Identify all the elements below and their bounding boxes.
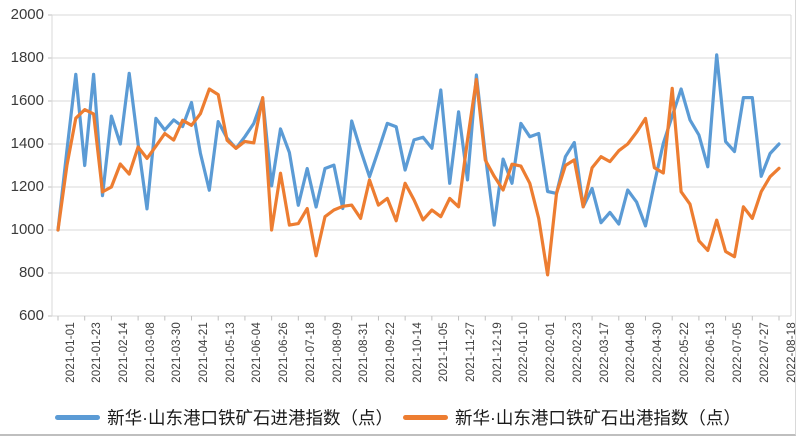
x-axis-tick-label: 2021-09-22	[384, 322, 397, 383]
series-line-outbound[interactable]	[56, 77, 781, 277]
x-axis-tick-label: 2022-01-10	[518, 322, 531, 383]
x-axis-tick-label: 2021-03-30	[171, 322, 184, 383]
x-axis-tick-label: 2021-08-31	[358, 322, 371, 383]
series-line-inbound[interactable]	[56, 53, 781, 232]
y-axis-tick-label: 1000	[10, 221, 44, 238]
x-axis-tick-label: 2022-02-23	[571, 322, 584, 383]
x-axis-tick-label: 2021-01-01	[64, 322, 77, 383]
legend-item-inbound[interactable]: 新华·山东港口铁矿石进港指数（点）	[55, 405, 393, 430]
y-axis-tick-label: 2000	[10, 6, 44, 23]
legend-label-inbound: 新华·山东港口铁矿石进港指数（点）	[107, 408, 393, 428]
x-axis-tick-label: 2022-03-17	[598, 322, 611, 383]
x-axis-tick-label: 2021-11-27	[465, 322, 478, 382]
legend-item-outbound[interactable]: 新华·山东港口铁矿石出港指数（点）	[403, 405, 741, 430]
x-axis-tick-label: 2022-08-18	[785, 322, 796, 383]
x-axis-tick-label: 2022-02-01	[545, 322, 558, 383]
x-axis-tick-label: 2021-11-05	[438, 322, 451, 382]
outbound-series-swatch	[403, 415, 448, 420]
x-axis-tick-label: 2021-03-08	[144, 322, 157, 383]
x-axis-tick-label: 2022-04-30	[651, 322, 664, 383]
y-axis-tick-label: 1600	[10, 92, 44, 109]
x-axis-tick-label: 2021-06-26	[278, 322, 291, 383]
legend: 新华·山东港口铁矿石进港指数（点） 新华·山东港口铁矿石出港指数（点）	[0, 405, 795, 430]
y-axis-tick-label: 1800	[10, 49, 44, 66]
x-axis-tick-label: 2021-10-14	[411, 322, 424, 383]
x-axis-tick-label: 2021-02-14	[117, 322, 130, 383]
x-axis-tick-label: 2021-12-19	[491, 322, 504, 383]
y-axis-tick-label: 1200	[10, 178, 44, 195]
x-axis-tick-label: 2021-07-18	[304, 322, 317, 383]
x-axis-tick-label: 2021-04-21	[198, 322, 211, 383]
y-axis-tick-label: 600	[18, 307, 44, 324]
x-axis-tick-label: 2021-01-23	[91, 322, 104, 383]
inbound-series-swatch	[55, 415, 101, 420]
x-axis-tick-label: 2022-07-27	[758, 322, 771, 383]
x-axis-tick-label: 2021-05-13	[224, 322, 237, 383]
x-axis-tick-label: 2022-07-05	[732, 322, 745, 383]
x-axis-tick-label: 2021-06-04	[251, 322, 264, 383]
x-axis-tick-label: 2022-04-08	[625, 322, 638, 383]
legend-label-outbound: 新华·山东港口铁矿石出港指数（点）	[455, 408, 741, 428]
x-axis-tick-label: 2021-08-09	[331, 322, 344, 383]
y-axis-tick-label: 800	[18, 264, 44, 281]
x-axis-tick-label: 2022-06-13	[705, 322, 718, 383]
y-axis-tick-label: 1400	[10, 135, 44, 152]
x-axis-tick-label: 2022-05-22	[678, 322, 691, 383]
